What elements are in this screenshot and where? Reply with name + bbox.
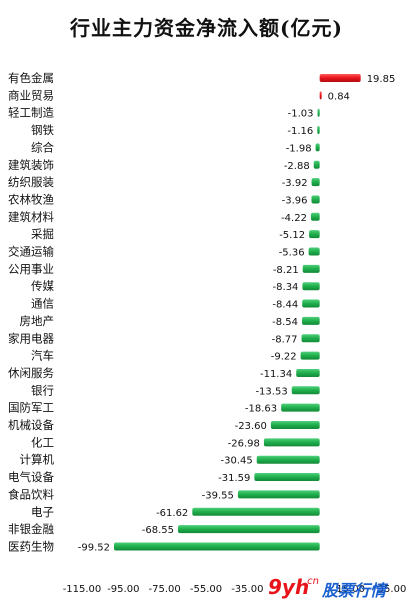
bar — [317, 126, 320, 135]
bar — [302, 282, 320, 291]
category-label: 计算机 — [20, 453, 55, 467]
category-label: 农林牧渔 — [8, 192, 54, 206]
value-label: 19.85 — [367, 74, 396, 85]
bar — [254, 473, 320, 482]
watermark-logo: 9yh .cn 股票行情 — [268, 575, 389, 600]
category-label: 医药生物 — [8, 539, 54, 553]
value-label: -8.34 — [273, 282, 299, 293]
x-tick-label: -115.00 — [63, 584, 102, 595]
category-label: 银行 — [31, 383, 54, 397]
bar — [270, 421, 320, 429]
bar — [302, 264, 320, 273]
bar — [319, 91, 322, 100]
category-label: 交通运输 — [8, 245, 54, 259]
value-label: -23.60 — [235, 421, 267, 432]
x-tick-label: 15.00 — [336, 584, 365, 595]
bar — [311, 195, 320, 204]
bar — [281, 403, 320, 412]
bar — [237, 490, 320, 499]
bar — [300, 351, 320, 360]
value-label: -61.62 — [156, 508, 188, 519]
x-tick-label: -35.00 — [231, 584, 263, 595]
chart-title: 行业主力资金净流入额(亿元) — [70, 16, 343, 40]
x-tick-label: -75.00 — [149, 584, 181, 595]
value-label: -3.92 — [282, 178, 308, 189]
bar — [177, 525, 320, 534]
value-label: -5.12 — [279, 230, 305, 241]
category-label: 电子 — [31, 505, 54, 519]
bar — [315, 143, 320, 152]
category-label: 采掘 — [31, 227, 54, 241]
bar — [192, 507, 320, 516]
bar — [263, 438, 320, 447]
category-label: 非银金融 — [8, 522, 54, 536]
value-label: 0.84 — [328, 91, 350, 102]
bar — [291, 386, 320, 395]
value-label: -1.98 — [286, 143, 312, 154]
value-label: -8.54 — [272, 317, 298, 328]
watermark-stock-text: 股票行情 — [321, 581, 389, 600]
category-label: 建筑装饰 — [8, 158, 54, 172]
value-label: -5.36 — [279, 248, 305, 259]
value-label: -4.22 — [281, 213, 307, 224]
category-label: 汽车 — [31, 349, 54, 363]
x-tick-label: 35.00 — [378, 584, 407, 595]
value-label: -30.45 — [220, 456, 252, 467]
bar — [113, 542, 320, 551]
x-tick-label: -55.00 — [190, 584, 222, 595]
category-label: 家用电器 — [8, 331, 54, 345]
value-label: -3.96 — [282, 195, 308, 206]
bar — [302, 316, 320, 325]
category-label: 商业贸易 — [8, 88, 54, 102]
value-label: -11.34 — [260, 369, 292, 380]
bar — [308, 247, 320, 256]
bar — [310, 212, 320, 221]
category-label: 休闲服务 — [8, 366, 54, 380]
value-label: -1.03 — [288, 109, 314, 120]
bar — [301, 334, 320, 343]
bar — [256, 455, 320, 464]
category-label: 通信 — [31, 297, 54, 311]
category-label: 公用事业 — [8, 262, 54, 276]
value-label: -99.52 — [78, 542, 110, 553]
value-label: -1.16 — [287, 126, 313, 137]
value-label: -18.63 — [245, 404, 277, 415]
value-label: -31.59 — [218, 473, 250, 484]
value-label: -26.98 — [228, 438, 260, 449]
category-label: 国防军工 — [8, 401, 54, 415]
category-label: 建筑材料 — [8, 210, 54, 224]
value-label: -68.55 — [142, 525, 174, 536]
bar — [296, 368, 320, 377]
watermark-9yh: 9yh — [268, 575, 309, 599]
category-label: 食品饮料 — [8, 487, 54, 501]
category-label: 房地产 — [20, 314, 55, 328]
category-label: 钢铁 — [31, 123, 54, 137]
watermark-cn: .cn — [304, 576, 319, 587]
category-label: 轻工制造 — [8, 106, 54, 120]
value-label: -8.77 — [272, 334, 298, 345]
value-label: -9.22 — [271, 352, 297, 363]
category-label: 纺织服装 — [8, 175, 54, 189]
bar — [319, 74, 361, 82]
bar — [311, 178, 320, 187]
bar — [313, 160, 320, 169]
value-label: -13.53 — [255, 386, 287, 397]
category-label: 有色金属 — [8, 71, 54, 85]
value-label: -8.21 — [273, 265, 299, 276]
category-label: 传媒 — [31, 279, 54, 293]
category-label: 电气设备 — [8, 470, 54, 484]
value-label: -39.55 — [202, 490, 234, 501]
category-label: 化工 — [31, 435, 54, 449]
bar — [302, 299, 320, 308]
category-label: 机械设备 — [8, 418, 54, 432]
value-label: -2.88 — [284, 161, 310, 172]
x-tick-label: -95.00 — [107, 584, 139, 595]
bar — [309, 230, 320, 239]
value-label: -8.44 — [272, 300, 298, 311]
category-label: 综合 — [31, 140, 54, 154]
bar — [317, 108, 320, 117]
